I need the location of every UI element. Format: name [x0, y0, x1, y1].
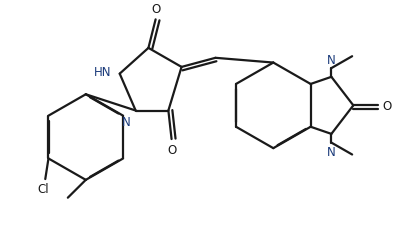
Text: N: N — [327, 54, 336, 66]
Text: N: N — [327, 146, 336, 158]
Text: O: O — [383, 100, 392, 112]
Text: Cl: Cl — [38, 182, 49, 196]
Text: O: O — [151, 4, 160, 16]
Text: O: O — [167, 144, 176, 156]
Text: N: N — [122, 116, 131, 129]
Text: HN: HN — [93, 66, 111, 79]
